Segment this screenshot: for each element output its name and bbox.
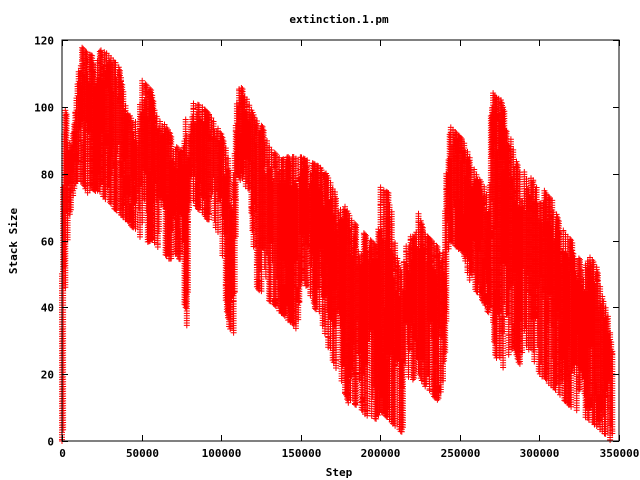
y-tick-label: 120	[34, 35, 54, 48]
plot-frame	[61, 39, 620, 442]
y-tick-label: 20	[41, 369, 54, 382]
x-tick-label: 50000	[126, 447, 159, 460]
y-tick-label: 60	[41, 236, 54, 249]
y-tick-label: 0	[47, 436, 54, 449]
x-axis-label: Step	[326, 466, 353, 479]
x-tick-label: 0	[59, 447, 66, 460]
x-tick-label: 200000	[361, 447, 401, 460]
y-tick-label: 100	[34, 102, 54, 115]
x-tick-label: 250000	[441, 447, 481, 460]
x-tick-label: 150000	[282, 447, 322, 460]
series-points	[59, 44, 616, 444]
data-points	[59, 44, 616, 444]
x-tick-label: 350000	[600, 447, 640, 460]
chart-title: extinction.1.pm	[289, 13, 389, 26]
y-tick-label: 80	[41, 169, 54, 182]
x-tick-label: 300000	[520, 447, 560, 460]
y-tick-label: 40	[41, 302, 54, 315]
axis-ticks: 0 50000 100000 150000 200000 250000 300000 3500…	[34, 35, 639, 461]
y-axis-label: Stack Size	[7, 208, 20, 275]
x-tick-label: 100000	[202, 447, 242, 460]
